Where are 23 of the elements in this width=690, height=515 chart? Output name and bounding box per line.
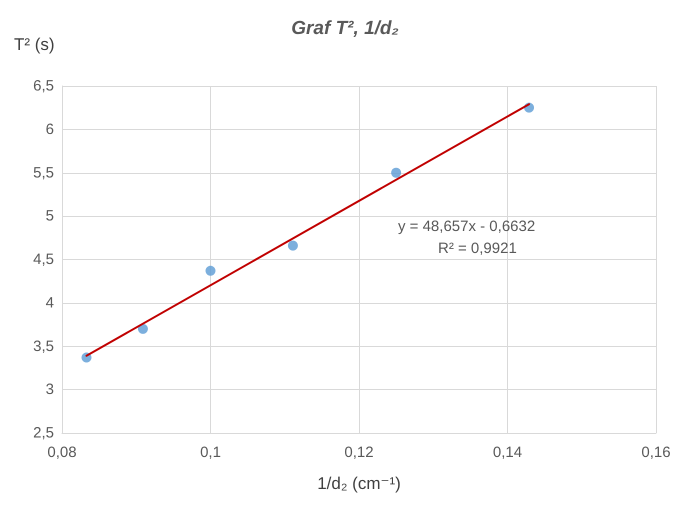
point: [138, 324, 148, 334]
x-tick-label: 0,14: [492, 444, 522, 461]
x-tick-label: 0,16: [641, 444, 671, 461]
point: [288, 240, 298, 251]
y-tick-label: 4,5: [33, 251, 54, 268]
x-tick-label: 0,12: [344, 444, 374, 461]
chart-title: Graf T², 1/d₂: [291, 18, 399, 39]
y-tick-label: 5: [46, 208, 54, 225]
x-tick-label: 0,08: [47, 444, 77, 461]
y-tick-label: 3,5: [33, 338, 54, 355]
point: [206, 266, 216, 276]
y-tick-label: 3: [46, 381, 54, 398]
annotation: R² = 0,9921: [438, 240, 517, 257]
x-tick-label: 0,1: [200, 444, 221, 461]
y-tick-label: 6: [46, 120, 54, 138]
point: [391, 168, 402, 178]
y-tick-label: 6,5: [33, 78, 54, 94]
y-tick-label: 5,5: [33, 164, 54, 182]
x-axis-title: 1/d₂ (cm⁻¹): [317, 474, 401, 493]
annotation: y = 48,657x - 0,6632: [398, 218, 536, 235]
y-tick-label: 4: [46, 294, 54, 312]
y-axis-title: T² (s): [14, 35, 55, 54]
y-tick-label: 2,5: [33, 424, 54, 442]
